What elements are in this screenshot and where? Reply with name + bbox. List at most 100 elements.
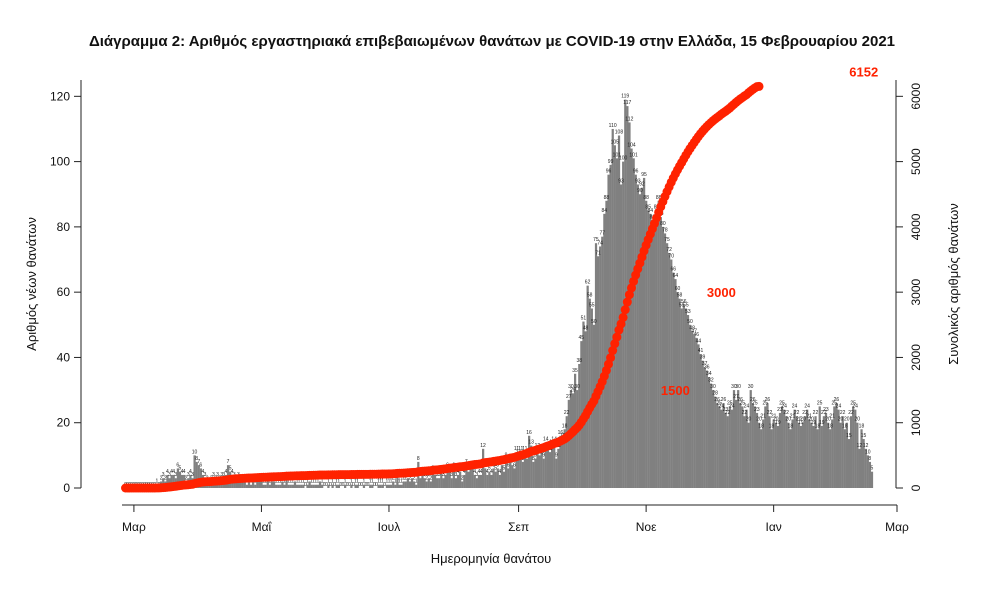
bar-value-label: 10: [865, 449, 871, 455]
bar-value-label: 25: [779, 400, 785, 406]
bar: [847, 439, 851, 488]
bar-value-label: 11: [514, 446, 519, 452]
bar-value-label: 75: [664, 237, 670, 243]
bar-value-label: 11: [518, 446, 523, 452]
bar: [709, 383, 713, 488]
bar-value-label: 1: [415, 479, 418, 485]
bar: [528, 435, 531, 488]
bar-value-label: 12: [863, 443, 869, 449]
bar-value-label: 0: [342, 482, 345, 488]
bar: [166, 474, 169, 488]
bar-value-label: 20: [746, 417, 752, 423]
bar: [243, 481, 246, 488]
bar: [831, 419, 834, 488]
bar-value-label: 8: [417, 456, 420, 462]
bar: [772, 419, 775, 488]
bar: [720, 409, 723, 488]
bar: [670, 259, 673, 488]
bar-value-label: 24: [729, 404, 735, 410]
bar-value-label: 2: [402, 475, 405, 481]
bar-value-label: 1: [379, 479, 382, 485]
bar: [419, 478, 422, 488]
bar-value-label: 35: [572, 368, 578, 374]
bar: [536, 448, 539, 488]
bar-value-label: 0: [333, 482, 336, 488]
bar: [170, 474, 173, 488]
bar: [289, 484, 292, 488]
cumulative-callout: 6152: [849, 64, 878, 79]
bar: [640, 187, 644, 488]
bar: [676, 292, 679, 488]
bar: [789, 429, 792, 488]
cumulative-point: [606, 353, 616, 363]
bar-value-label: 55: [683, 302, 689, 308]
bar: [864, 448, 867, 488]
bar-value-label: 5: [229, 466, 232, 472]
bar: [298, 484, 301, 488]
bar-value-label: 20: [854, 417, 860, 423]
bar: [293, 481, 297, 488]
bar: [500, 465, 504, 488]
bar-value-label: 21: [806, 413, 812, 419]
bar: [237, 478, 240, 488]
bar-value-label: 6: [176, 462, 179, 468]
plot-area: 0000000000000001023243443654423431087643…: [121, 81, 874, 493]
bar-value-label: 25: [763, 400, 769, 406]
bar: [423, 478, 426, 488]
bar: [559, 435, 562, 488]
bar: [387, 484, 391, 488]
bar-value-label: 20: [825, 417, 831, 423]
bar: [741, 406, 744, 488]
bar: [542, 458, 545, 488]
bar: [379, 484, 382, 488]
bar: [691, 331, 694, 488]
bar-value-label: 21: [771, 413, 777, 419]
bar-value-label: 51: [581, 316, 587, 322]
bar: [300, 484, 303, 488]
bar: [538, 455, 541, 488]
bar-value-label: 37: [702, 361, 708, 367]
bar-value-label: 26: [765, 397, 771, 403]
bar-value-label: 30: [748, 384, 754, 390]
bar-value-label: 4: [473, 469, 476, 475]
bar-value-label: 23: [823, 407, 829, 413]
bar: [651, 220, 654, 488]
bar-value-label: 0: [339, 482, 342, 488]
y2-axis-label: Συνολικός αριθμός θανάτων: [946, 203, 961, 364]
y-tick-label: 80: [57, 220, 71, 234]
bar: [571, 393, 575, 488]
bar: [653, 226, 656, 488]
bar: [327, 484, 330, 488]
bar: [576, 390, 579, 488]
bar: [714, 396, 717, 488]
cumulative-point: [624, 290, 634, 300]
bar: [824, 412, 828, 488]
bar: [208, 484, 211, 488]
bar: [730, 409, 734, 488]
bar-value-label: 104: [627, 143, 636, 149]
bar: [634, 174, 637, 488]
x-tick-label: Μαρ: [122, 520, 146, 534]
bar: [649, 213, 652, 488]
bar: [321, 484, 324, 488]
bar: [599, 246, 602, 488]
bar: [793, 409, 796, 488]
bar-value-label: 36: [704, 365, 710, 371]
bar-value-label: 26: [834, 397, 840, 403]
bar: [546, 448, 550, 488]
bar: [302, 484, 305, 488]
bar-value-label: 15: [861, 433, 867, 439]
bar-value-label: 58: [677, 293, 683, 299]
bar: [482, 448, 485, 488]
bar: [517, 455, 520, 488]
bar: [791, 419, 794, 488]
y2-tick-label: 6000: [909, 83, 923, 110]
bar-value-label: 20: [808, 417, 814, 423]
bar: [438, 478, 441, 488]
bar-value-label: 3: [162, 472, 165, 478]
bar: [264, 484, 267, 488]
bar: [277, 484, 280, 488]
bar: [601, 236, 604, 488]
bar-value-label: 32: [708, 378, 714, 384]
bar: [486, 474, 489, 488]
